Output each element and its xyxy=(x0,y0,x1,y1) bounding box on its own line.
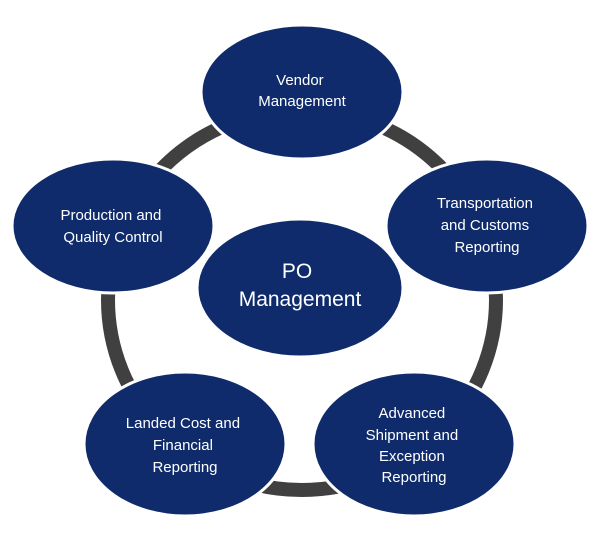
node-advanced-shipment-exception-reporting-line-3: Exception xyxy=(379,448,445,465)
node-vendor-management: Vendor Management xyxy=(199,23,405,161)
node-landed-cost-financial-reporting-shape xyxy=(82,370,288,518)
center-node-po-management-line-2: Management xyxy=(239,288,362,311)
node-landed-cost-financial-reporting-line-2: Financial xyxy=(153,437,213,454)
node-transportation-customs-reporting-shape xyxy=(384,157,590,295)
center-node-po-management-label: PO Management xyxy=(239,260,362,311)
node-production-quality-control-line-2: Quality Control xyxy=(63,229,162,246)
node-vendor-management-line-1: Vendor xyxy=(276,72,324,89)
node-transportation-customs-reporting-label: Transportation and Customs Reporting xyxy=(437,195,537,256)
node-production-quality-control: Production and Quality Control xyxy=(10,157,216,295)
node-advanced-shipment-exception-reporting-label: Advanced Shipment and Exception Reportin… xyxy=(366,405,463,486)
node-transportation-customs-reporting-line-2: and Customs xyxy=(441,217,529,234)
node-advanced-shipment-exception-reporting-line-4: Reporting xyxy=(381,469,446,486)
node-transportation-customs-reporting-line-1: Transportation xyxy=(437,195,533,212)
node-landed-cost-financial-reporting: Landed Cost and Financial Reporting xyxy=(82,370,288,518)
center-node-po-management-line-1: PO xyxy=(282,260,312,283)
node-transportation-customs-reporting: Transportation and Customs Reporting xyxy=(384,157,590,295)
node-advanced-shipment-exception-reporting: Advanced Shipment and Exception Reportin… xyxy=(311,370,517,518)
center-node-po-management: PO Management xyxy=(195,217,405,359)
node-advanced-shipment-exception-reporting-line-1: Advanced xyxy=(379,405,446,422)
node-advanced-shipment-exception-reporting-shape xyxy=(311,370,517,518)
node-advanced-shipment-exception-reporting-line-2: Shipment and xyxy=(366,427,459,444)
node-vendor-management-shape xyxy=(199,23,405,161)
node-production-quality-control-shape xyxy=(10,157,216,295)
node-production-quality-control-line-1: Production and xyxy=(60,207,161,224)
node-production-quality-control-label: Production and Quality Control xyxy=(60,207,165,246)
node-transportation-customs-reporting-line-3: Reporting xyxy=(454,239,519,256)
node-landed-cost-financial-reporting-line-3: Reporting xyxy=(152,459,217,476)
node-landed-cost-financial-reporting-line-1: Landed Cost and xyxy=(126,415,240,432)
node-vendor-management-line-2: Management xyxy=(258,93,346,110)
node-landed-cost-financial-reporting-label: Landed Cost and Financial Reporting xyxy=(126,415,244,476)
node-vendor-management-label: Vendor Management xyxy=(258,72,346,110)
center-node-po-management-shape xyxy=(195,217,405,359)
